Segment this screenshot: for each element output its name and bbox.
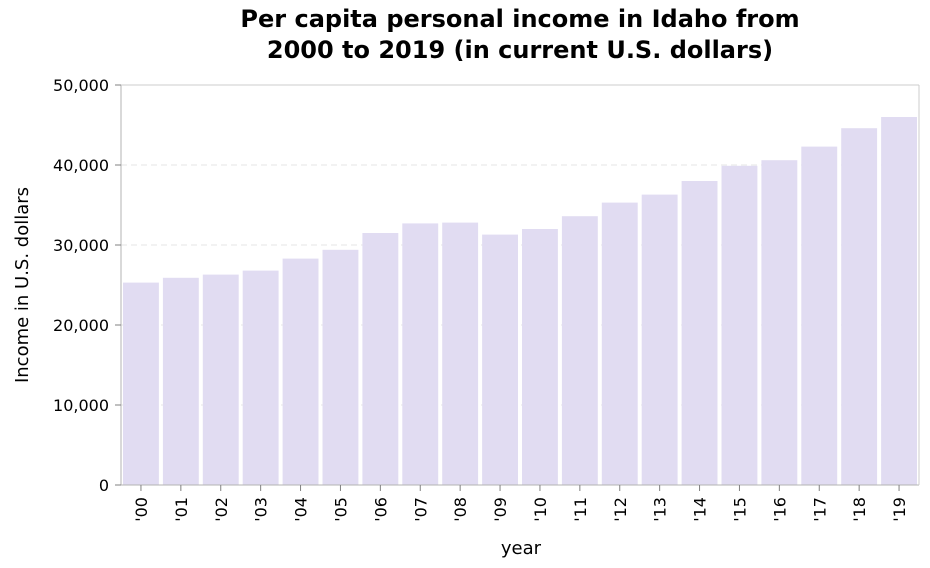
x-tick-label: '07	[411, 497, 430, 522]
bar	[322, 249, 359, 485]
bar	[442, 222, 479, 485]
x-tick-label: '01	[172, 497, 191, 522]
x-tick-label: '06	[371, 497, 390, 522]
y-tick-label: 0	[99, 476, 109, 495]
y-tick-label: 10,000	[53, 396, 109, 415]
bar	[881, 117, 917, 485]
x-tick-label: '19	[890, 497, 909, 522]
bar	[282, 258, 319, 485]
x-tick-label: '05	[331, 497, 350, 522]
bar	[123, 282, 159, 485]
x-tick-label: '12	[611, 497, 630, 522]
x-tick-label: '17	[810, 497, 829, 522]
bar	[402, 223, 439, 485]
x-tick-label: '08	[451, 497, 470, 522]
y-tick-label: 40,000	[53, 156, 109, 175]
x-tick-label: '11	[571, 497, 590, 522]
bar	[362, 233, 399, 485]
y-tick-label: 20,000	[53, 316, 109, 335]
bar	[721, 165, 758, 486]
y-tick-label: 30,000	[53, 236, 109, 255]
x-tick-label: '10	[531, 497, 550, 522]
bar	[522, 229, 558, 485]
bar	[202, 274, 239, 485]
x-tick-label: '15	[730, 497, 749, 522]
bar	[761, 160, 798, 485]
x-tick-label: '13	[651, 497, 670, 522]
bar	[601, 202, 638, 485]
y-tick-label: 50,000	[53, 76, 109, 95]
x-tick-label: '03	[252, 497, 271, 522]
bar	[162, 277, 199, 485]
x-ticks: '00 '01 '02 '03 '04 '05 '06 '07 '08 '09 '10 '11 '12 '…	[132, 485, 909, 522]
grid-lines	[121, 164, 919, 406]
bar-series	[123, 117, 917, 486]
bar	[561, 216, 598, 485]
y-axis-label: Income in U.S. dollars	[12, 187, 33, 383]
x-axis-label: year	[501, 538, 542, 559]
axes	[120, 84, 920, 486]
chart-title: Per capita personal income in Idaho from…	[240, 5, 800, 64]
y-ticks: 0 10,000 20,000 30,000 40,000 50,000	[53, 76, 121, 495]
x-tick-label: '18	[850, 497, 869, 522]
bar	[841, 128, 878, 485]
bar	[681, 181, 718, 485]
x-tick-label: '02	[212, 497, 231, 522]
bar	[801, 146, 838, 485]
x-tick-label: '14	[691, 497, 710, 522]
x-tick-label: '00	[132, 497, 151, 522]
x-tick-label: '09	[491, 497, 510, 522]
bar	[242, 270, 279, 485]
bar	[482, 234, 518, 485]
x-tick-label: '16	[770, 497, 789, 522]
x-tick-label: '04	[292, 497, 311, 522]
bar	[641, 194, 678, 485]
